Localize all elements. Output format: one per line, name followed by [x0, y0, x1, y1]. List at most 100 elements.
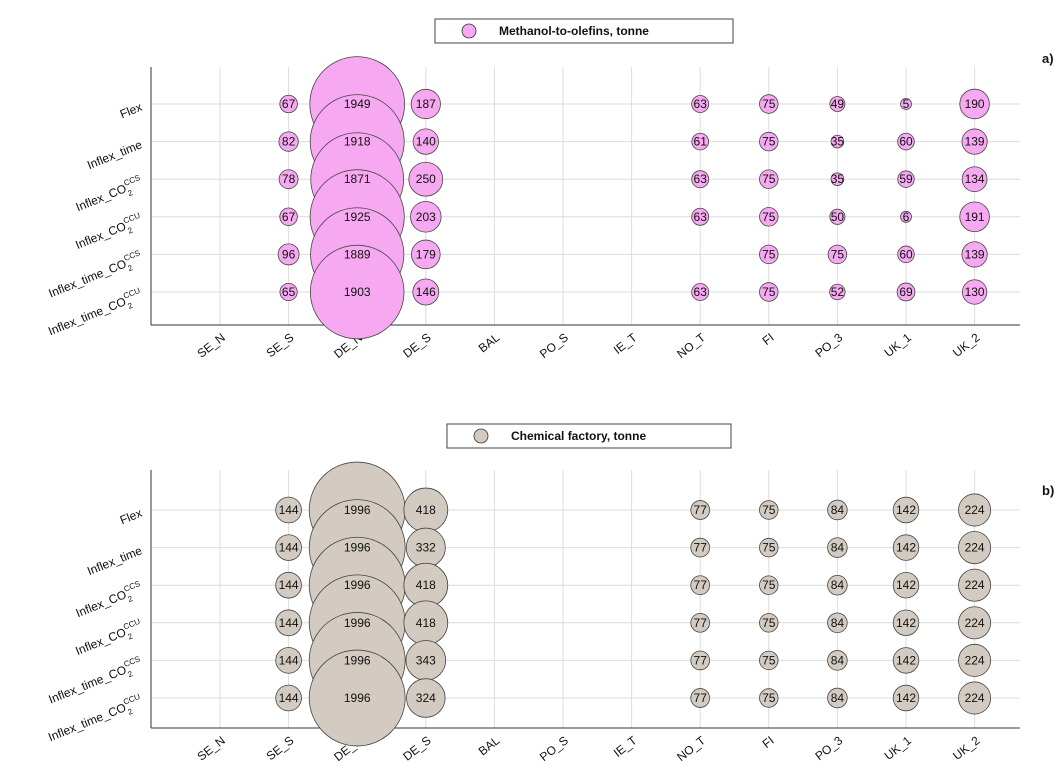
bubble [961, 128, 988, 155]
bubble [958, 531, 992, 565]
bubble [279, 207, 298, 226]
bubble-value-label: 63 [694, 210, 708, 224]
bubble [759, 613, 779, 633]
bubble-value-label: 63 [694, 97, 708, 111]
bubble-value-label: 77 [694, 503, 708, 517]
bubble [759, 131, 779, 152]
bubble [892, 572, 920, 599]
bubble [759, 688, 779, 708]
y-tick-label: Inflex_time [85, 137, 144, 172]
bubble [897, 245, 915, 264]
legend-label: Methanol-to-olefins, tonne [499, 24, 649, 38]
bubble-value-label: 35 [831, 135, 845, 149]
bubble-value-label: 224 [965, 616, 985, 630]
bubble [410, 88, 441, 120]
bubble-value-label: 144 [279, 653, 299, 667]
bubble [691, 132, 709, 151]
bubble-value-label: 418 [416, 503, 436, 517]
bubble-value-label: 75 [762, 616, 776, 630]
x-tick-label: FI [760, 733, 777, 751]
legend: Methanol-to-olefins, tonne [434, 18, 734, 44]
bubble-value-label: 224 [965, 503, 985, 517]
bubble [691, 283, 710, 301]
bubble [897, 132, 915, 151]
legend-box [434, 18, 734, 44]
bubble [827, 650, 848, 671]
bubble-value-label: 144 [279, 503, 299, 517]
bubble [309, 244, 405, 340]
bubble-value-label: 84 [831, 653, 845, 667]
panel-tag: a) [1042, 51, 1054, 66]
bubble-value-label: 224 [965, 578, 985, 592]
bubble [961, 241, 988, 268]
x-tick-label: SE_S [264, 330, 297, 360]
bubble [900, 98, 912, 110]
bubble-value-label: 75 [762, 691, 776, 705]
bubble-value-label: 332 [416, 541, 436, 555]
bubble-value-label: 84 [831, 691, 845, 705]
bubble-value-label: 142 [896, 503, 916, 517]
x-tick-label: UK_1 [882, 330, 915, 360]
x-tick-label: PO_3 [812, 330, 845, 360]
bubble [892, 609, 920, 636]
x-tick-label: SE_N [195, 330, 228, 360]
bubble [690, 537, 711, 558]
bubble [759, 537, 779, 558]
bubble-value-label: 187 [416, 97, 436, 111]
bubble-value-label: 75 [762, 210, 776, 224]
bubble-value-label: 60 [899, 247, 913, 261]
bubble-value-label: 75 [762, 172, 776, 186]
bubble-value-label: 144 [279, 578, 299, 592]
bubble [275, 534, 302, 561]
x-tick-label: UK_2 [950, 733, 983, 763]
bubble-value-label: 63 [694, 172, 708, 186]
bubble-value-label: 1903 [344, 285, 371, 299]
bubble-value-label: 1996 [344, 503, 371, 517]
bubble-value-label: 59 [899, 172, 913, 186]
bubble [827, 687, 848, 709]
legend-marker [461, 23, 477, 39]
bubble [690, 575, 711, 596]
bubble-value-label: 139 [965, 135, 985, 149]
bubble [690, 650, 711, 671]
bubble-value-label: 134 [965, 172, 985, 186]
x-tick-label: SE_S [264, 733, 297, 763]
bubble [277, 243, 300, 266]
bubble-value-label: 144 [279, 541, 299, 555]
legend-box [446, 423, 732, 449]
bubble [406, 678, 446, 718]
x-tick-label: BAL [476, 330, 503, 355]
bubble-value-label: 142 [896, 578, 916, 592]
bubble [759, 575, 779, 595]
bubble [958, 643, 992, 677]
bubble-value-label: 1925 [344, 210, 371, 224]
bubble [829, 96, 846, 112]
bubble-value-label: 75 [762, 653, 776, 667]
bubble-value-label: 144 [279, 616, 299, 630]
bubble [827, 612, 848, 634]
bubble [691, 207, 710, 226]
bubble-value-label: 75 [762, 247, 776, 261]
bubble [279, 282, 298, 302]
bubble [830, 172, 845, 186]
bubble-value-label: 77 [694, 541, 708, 555]
x-tick-label: FI [760, 330, 777, 348]
bubbles [275, 461, 992, 747]
bubble [275, 684, 302, 712]
bubble [958, 493, 992, 527]
bubble-value-label: 61 [694, 135, 708, 149]
bubble [690, 500, 711, 520]
bubble-value-label: 418 [416, 578, 436, 592]
bubble-value-label: 67 [282, 210, 296, 224]
bubble [827, 574, 848, 596]
bubble-value-label: 84 [831, 578, 845, 592]
bubble [691, 95, 710, 113]
bubble [827, 244, 848, 265]
bubble [410, 201, 442, 233]
bubble-labels: 144 1996 418 77 75 84 142 224 144 1996 332 77 75 84 14… [279, 503, 985, 705]
bubble [829, 283, 846, 301]
bubble-value-label: 75 [762, 97, 776, 111]
bubble [308, 649, 406, 747]
bubble-value-label: 75 [762, 285, 776, 299]
